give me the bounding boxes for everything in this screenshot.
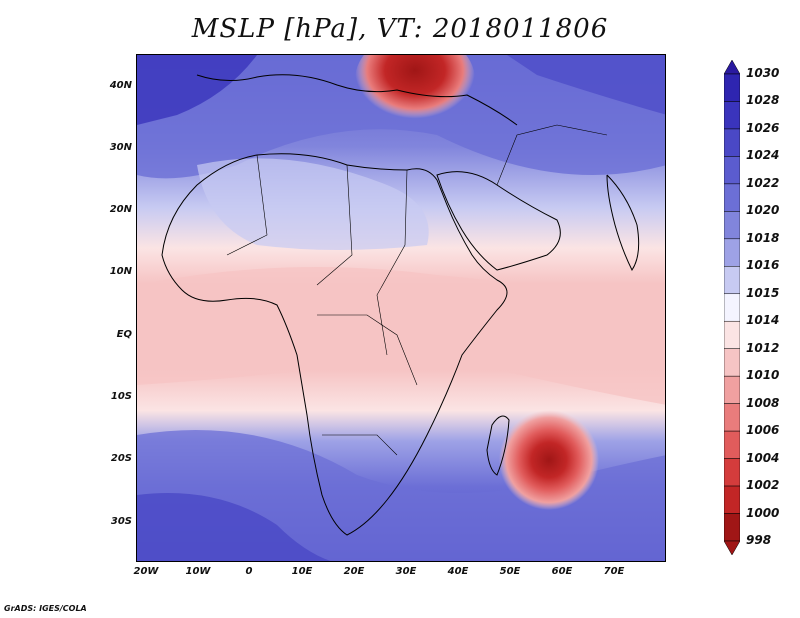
colorbar-label: 1012: [746, 340, 780, 355]
colorbar-cell: [724, 320, 740, 349]
colorbar-cell: [724, 266, 740, 295]
colorbar-label: 1004: [746, 450, 780, 465]
lat-label-10s: 10S: [110, 391, 132, 402]
colorbar-label: 1030: [746, 66, 780, 80]
colorbar-cell: [724, 458, 740, 487]
colorbar-cell: [724, 375, 740, 404]
colorbar-label: 998: [746, 533, 772, 547]
colorbar-cell: [724, 183, 740, 212]
lon-label-60e: 60E: [551, 566, 573, 577]
border-line: [322, 434, 398, 456]
saharan-region: [197, 158, 429, 250]
colorbar-label: 1014: [746, 313, 780, 328]
colorbar-label: 1028: [746, 93, 780, 108]
lat-label-20n: 20N: [109, 204, 132, 215]
lat-label-20s: 20S: [110, 453, 132, 464]
asian-high-region: [507, 55, 665, 115]
colorbar-cell: [724, 211, 740, 240]
colorbar-label: 1010: [746, 368, 780, 383]
africa-coastline: [161, 153, 508, 536]
lon-label-50e: 50E: [499, 566, 521, 577]
colorbar-cell: [724, 101, 740, 130]
colorbar-label: 1002: [746, 478, 780, 493]
colorbar-label: 1015: [746, 285, 780, 300]
colorbar-label: 1018: [746, 230, 780, 245]
colorbar-bottom-cap: [724, 540, 740, 555]
madagascar-low-center: [499, 410, 599, 510]
lat-label-30s: 30S: [110, 516, 132, 527]
south-atlantic-high-region: [137, 493, 331, 561]
border-line: [496, 124, 608, 186]
colorbar-cell: [724, 403, 740, 432]
colorbar-label: 1008: [746, 395, 780, 410]
lon-label-40e: 40E: [447, 566, 469, 577]
turkey-high-center: [355, 55, 475, 128]
europe-coastline: [196, 74, 518, 126]
colorbar-label: 1020: [746, 203, 780, 218]
pressure-map: [136, 54, 666, 562]
lat-label-eq: EQ: [116, 329, 132, 340]
india-coastline: [606, 174, 640, 271]
colorbar-cell: [724, 293, 740, 322]
colorbar-label: 1006: [746, 423, 780, 438]
border-line: [316, 164, 353, 286]
colorbar-label: 1000: [746, 505, 780, 520]
lon-label-30e: 30E: [395, 566, 417, 577]
lon-label-20w: 20W: [133, 566, 159, 577]
colorbar-label: 1016: [746, 258, 780, 273]
colorbar-cell: [724, 430, 740, 459]
colorbar-cell: [724, 513, 740, 542]
colorbar-cell: [724, 128, 740, 157]
lat-label-10n: 10N: [109, 266, 132, 277]
lon-label-0: 0: [245, 566, 253, 577]
border-line: [317, 314, 418, 386]
lon-label-70e: 70E: [603, 566, 625, 577]
credit-text: GrADS: IGES/COLA: [4, 604, 87, 613]
lon-label-20e: 20E: [343, 566, 365, 577]
colorbar-top-cap: [724, 60, 740, 75]
colorbar-label: 1024: [746, 148, 780, 163]
pressure-colorbar: [724, 60, 740, 555]
colorbar-cell: [724, 238, 740, 267]
lon-label-10w: 10W: [185, 566, 211, 577]
colorbar-cell: [724, 73, 740, 102]
colorbar-cell: [724, 485, 740, 514]
pressure-map-canvas: [137, 55, 665, 561]
madagascar-coastline: [486, 415, 510, 476]
colorbar-label: 1026: [746, 120, 780, 135]
colorbar-label: 1022: [746, 175, 780, 190]
colorbar-cell: [724, 156, 740, 185]
colorbar-cell: [724, 348, 740, 377]
border-line: [226, 154, 268, 256]
atlantic-high-region: [137, 55, 257, 125]
lat-label-30n: 30N: [109, 142, 132, 153]
lat-label-40n: 40N: [109, 80, 132, 91]
lon-label-10e: 10E: [291, 566, 313, 577]
map-title: MSLP [hPa], VT: 2018011806: [191, 14, 609, 44]
